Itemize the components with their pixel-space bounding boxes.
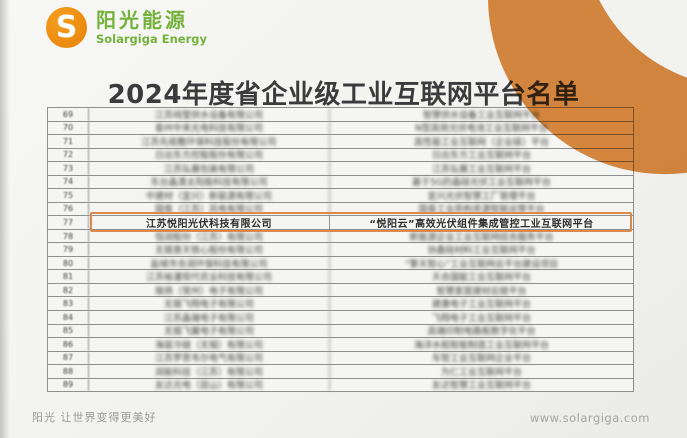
solargiga-logo-icon: S bbox=[46, 7, 87, 48]
row-number-cell: 77 bbox=[48, 216, 89, 229]
platform-name-cell: “擎天智心”工业互联网云平台建设项目 bbox=[404, 259, 559, 270]
brand-name: 阳光能源 Solargiga Energy bbox=[96, 7, 207, 46]
company-name-cell: 泰州中来光电科技有限公司 bbox=[89, 121, 330, 135]
company-name-cell: 东台晶澳太阳能科技有限公司 bbox=[89, 175, 330, 189]
footer-slogan: 阳光 让世界变得更美好 bbox=[32, 411, 157, 424]
company-name-cell: 无锡飞翼电子有限公司 bbox=[89, 324, 330, 338]
row-number-cell: 80 bbox=[48, 256, 89, 270]
row-number-cell: 82 bbox=[48, 283, 89, 297]
platform-name-cell: 新能源企业工业互联网综合服务平台 bbox=[409, 232, 554, 243]
row-number-cell: 78 bbox=[48, 229, 89, 243]
row-number-cell: 75 bbox=[48, 189, 89, 202]
brand-name-en: Solargiga Energy bbox=[96, 31, 207, 46]
platform-name-cell: 国泰工业异构资源智能运营平台 bbox=[418, 205, 545, 216]
company-name-cell: 江苏纯莹供水设备有限公司 bbox=[89, 108, 330, 121]
table-row: 86 海容冷链（无锡）有限公司 海洋水稻智能制造工业互联网平台 bbox=[48, 337, 633, 351]
table-row: 71 江苏先缆敷环保科技股份有限公司 高性能工业互联网（企业级）平台 bbox=[48, 134, 633, 148]
table-row: 76 国泰（江苏）风电有限公司 国泰工业异构资源智能运营平台 bbox=[48, 201, 633, 216]
row-number-cell: 85 bbox=[48, 324, 89, 338]
platform-name-cell: 高端印制电路板数字化平台 bbox=[427, 327, 536, 338]
platform-name-cell: 基于5G的晶硅光伏工业互联网平台 bbox=[412, 178, 551, 189]
brand-name-cn: 阳光能源 bbox=[96, 7, 188, 32]
table-row: 75 中建材（宜兴）新能源有限公司 宜兴光伏智慧工厂管理平台 bbox=[48, 188, 633, 202]
table-row: 81 江苏裕灌现代农业科技有限公司 天合国能工业互联网平台 bbox=[48, 269, 633, 283]
company-name-cell: 中建材（宜兴）新能源有限公司 bbox=[89, 189, 330, 202]
company-name-cell: 海容冷链（无锡）有限公司 bbox=[89, 338, 330, 351]
table-row: 73 江苏弘展包装有限公司 江苏弘展工业互联网平台 bbox=[48, 161, 633, 175]
row-number-cell: 71 bbox=[48, 135, 89, 148]
table-row: 83 无锡飞翔电子有限公司 建康电子工业互联网平台 bbox=[48, 296, 633, 310]
platform-name-cell: N型高效光伏电池工业互联网平台 bbox=[415, 124, 548, 135]
logo-letter: S bbox=[55, 10, 78, 45]
platform-name-cell: 协鑫硅材料工业互联网平台 bbox=[427, 246, 536, 256]
row-number-cell: 87 bbox=[48, 351, 89, 365]
platform-name-cell: 高性能工业互联网（企业级）平台 bbox=[413, 137, 549, 148]
brand-logo: S 阳光能源 Solargiga Energy bbox=[46, 7, 207, 48]
platform-name-cell: 车智工业互联网企业平台 bbox=[431, 354, 531, 365]
company-name-cell: 江苏裕灌现代农业科技有限公司 bbox=[89, 270, 330, 283]
row-number-cell: 89 bbox=[48, 378, 89, 392]
company-name-cell: 国泰（江苏）风电有限公司 bbox=[89, 202, 330, 216]
company-name-cell: 江苏罗思韦尔电气有限公司 bbox=[89, 351, 330, 365]
platform-name-cell: 建康电子工业互联网平台 bbox=[431, 300, 531, 310]
platform-name-cell: “悦阳云”高效光伏组件集成管控工业互联网平台 bbox=[369, 219, 594, 229]
row-number-cell: 88 bbox=[48, 365, 89, 378]
table-row: 79 无锡普天铁心股份有限公司 协鑫硅材料工业互联网平台 bbox=[48, 242, 633, 256]
footer-website: www.solargiga.com bbox=[529, 411, 650, 425]
platform-name-cell: 天合国能工业互联网平台 bbox=[431, 273, 531, 283]
platform-name-cell: 宜兴光伏智慧工厂管理平台 bbox=[427, 191, 536, 202]
table-row: 88 润能科技（江苏）有限公司 为仁工业互联网平台 bbox=[48, 364, 633, 378]
company-name-cell: 江苏悦阳光伏科技有限公司 bbox=[89, 216, 330, 229]
table-row: 70 泰州中来光电科技有限公司 N型高效光伏电池工业互联网平台 bbox=[48, 120, 633, 135]
row-number-cell: 70 bbox=[48, 121, 89, 135]
company-name-cell: 友达光电（昆山）有限公司 bbox=[89, 378, 330, 392]
row-number-cell: 72 bbox=[48, 148, 89, 162]
table-row: 69 江苏纯莹供水设备有限公司 智慧供水设备工业互联网平台 bbox=[48, 108, 633, 121]
row-number-cell: 83 bbox=[48, 297, 89, 310]
table-row: 84 江苏晶端电子有限公司 飞翔电子工业互联网平台 bbox=[48, 309, 633, 324]
row-number-cell: 74 bbox=[48, 175, 89, 189]
company-name-cell: 盐城市合润环保科技有限公司 bbox=[89, 256, 330, 270]
company-name-cell: 日出东方控股股份有限公司 bbox=[89, 148, 330, 162]
company-name-cell: 无锡普天铁心股份有限公司 bbox=[89, 243, 330, 256]
platform-name-cell: 日出东方工业互联网平台 bbox=[431, 151, 531, 162]
platform-table: 69 江苏纯莹供水设备有限公司 智慧供水设备工业互联网平台 70 泰州中来光电科技有限公… bbox=[47, 107, 634, 392]
row-number-cell: 69 bbox=[48, 108, 89, 121]
left-edge-shadow bbox=[0, 0, 10, 438]
company-name-cell: 璨扬（常州）电子有限公司 bbox=[89, 283, 330, 297]
platform-name-cell: 海洋水稻智能制造工业互联网平台 bbox=[413, 340, 549, 351]
row-number-cell: 86 bbox=[48, 338, 89, 351]
table-row-highlighted: 77 江苏悦阳光伏科技有限公司 “悦阳云”高效光伏组件集成管控工业互联网平台 bbox=[48, 215, 633, 229]
platform-name-cell: 飞翔电子工业互联网平台 bbox=[431, 313, 531, 324]
platform-name-cell: 智慧家居建材云链平台 bbox=[436, 286, 527, 297]
table-row: 89 友达光电（昆山）有限公司 友达智慧工业互联网平台 bbox=[48, 377, 633, 392]
row-number-cell: 81 bbox=[48, 270, 89, 283]
platform-name-cell: 为仁工业互联网平台 bbox=[440, 367, 522, 378]
table-row: 78 恒润股份（江苏）有限公司 新能源企业工业互联网综合服务平台 bbox=[48, 228, 633, 243]
page-title: 2024年度省企业级工业互联网平台名单 bbox=[107, 80, 580, 111]
company-name-cell: 江苏先缆敷环保科技股份有限公司 bbox=[89, 135, 330, 148]
table-row: 87 江苏罗思韦尔电气有限公司 车智工业互联网企业平台 bbox=[48, 350, 633, 365]
platform-name-cell: 智慧供水设备工业互联网平台 bbox=[422, 110, 540, 121]
table-row: 82 璨扬（常州）电子有限公司 智慧家居建材云链平台 bbox=[48, 282, 633, 297]
row-number-cell: 76 bbox=[48, 202, 89, 216]
platform-name-cell: 友达智慧工业互联网平台 bbox=[431, 381, 531, 392]
row-number-cell: 73 bbox=[48, 162, 89, 175]
company-name-cell: 恒润股份（江苏）有限公司 bbox=[89, 229, 330, 243]
row-number-cell: 79 bbox=[48, 243, 89, 256]
platform-name-cell: 江苏弘展工业互联网平台 bbox=[431, 164, 531, 175]
table-row: 85 无锡飞翼电子有限公司 高端印制电路板数字化平台 bbox=[48, 323, 633, 338]
company-name-cell: 江苏弘展包装有限公司 bbox=[89, 162, 330, 175]
company-name-cell: 润能科技（江苏）有限公司 bbox=[89, 365, 330, 378]
table-row: 72 日出东方控股股份有限公司 日出东方工业互联网平台 bbox=[48, 147, 633, 162]
company-name-cell: 江苏晶端电子有限公司 bbox=[89, 310, 330, 324]
table-row: 74 东台晶澳太阳能科技有限公司 基于5G的晶硅光伏工业互联网平台 bbox=[48, 174, 633, 189]
row-number-cell: 84 bbox=[48, 310, 89, 324]
company-name-cell: 无锡飞翔电子有限公司 bbox=[89, 297, 330, 310]
table-row: 80 盐城市合润环保科技有限公司 “擎天智心”工业互联网云平台建设项目 bbox=[48, 255, 633, 270]
